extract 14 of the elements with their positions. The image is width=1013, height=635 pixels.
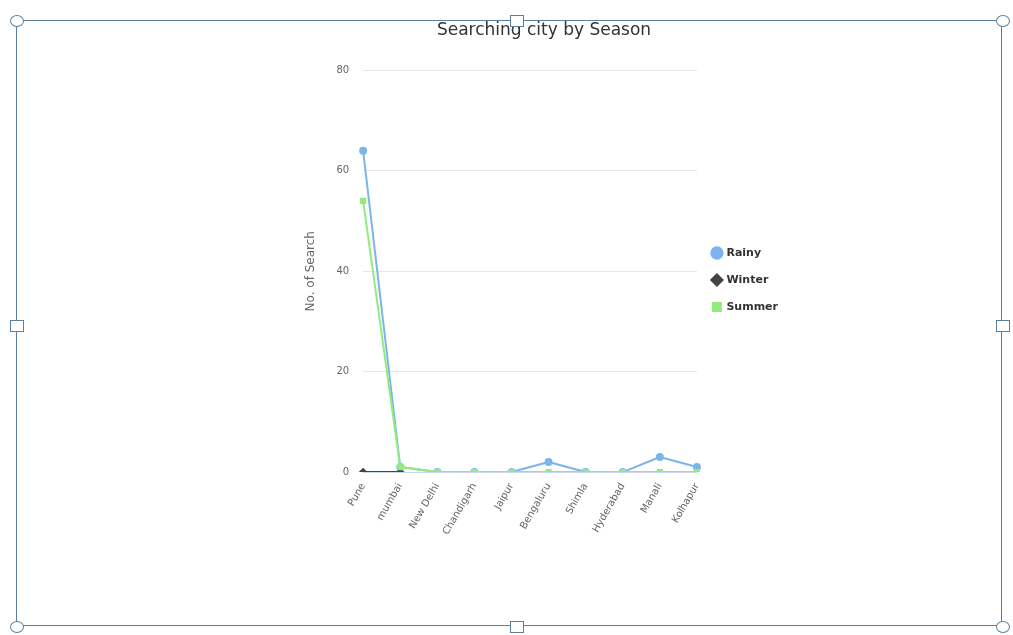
legend-label: Summer <box>726 299 779 313</box>
y-tick-label: 0 <box>342 465 350 477</box>
y-axis-title: No. of Search <box>303 231 318 312</box>
y-tick-label: 60 <box>336 164 350 176</box>
point <box>359 146 368 155</box>
chart-title: Searching city by Season <box>436 18 652 39</box>
point <box>544 458 553 467</box>
y-tick-label: 80 <box>336 63 350 75</box>
y-tick-label: 20 <box>336 365 350 377</box>
legend-label: Rainy <box>726 245 762 259</box>
legend-label: Winter <box>726 272 769 286</box>
point <box>655 453 664 461</box>
point <box>360 197 367 205</box>
y-tick-label: 40 <box>336 264 350 276</box>
